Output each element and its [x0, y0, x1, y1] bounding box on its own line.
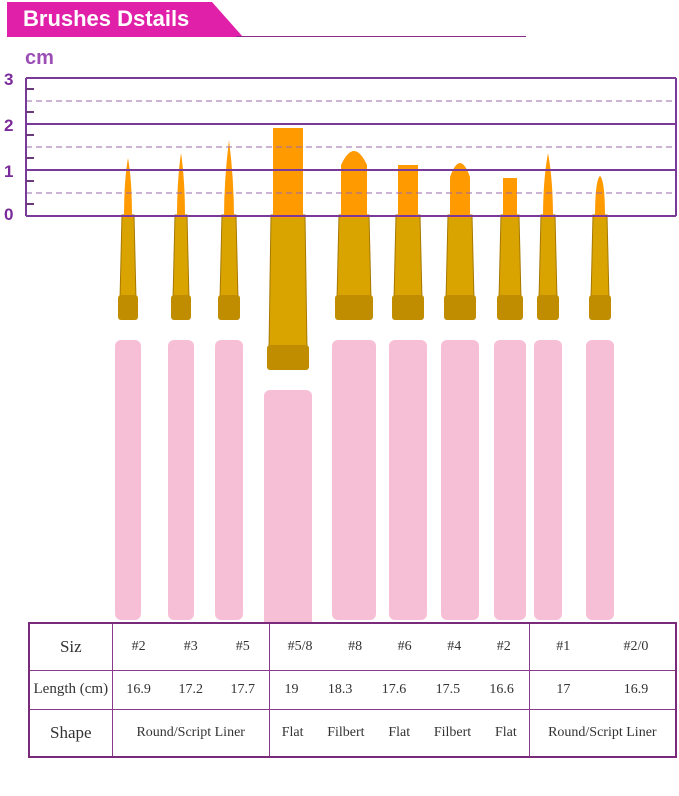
group-2-sizes: #1 #2/0: [528, 622, 677, 671]
group-0-sizes: #2 #3 #5: [111, 622, 270, 671]
size-cell: #5/8: [287, 638, 313, 654]
brush-bristles: [341, 151, 367, 218]
length-header: Length (cm): [28, 669, 113, 711]
group-0-shapes: Round/Script Liner: [111, 709, 270, 758]
table-row-length: Length (cm) 16.9 17.2 17.7 19 18.3 17.6 17.5 16.…: [28, 669, 677, 711]
brush-handle: [441, 340, 479, 620]
brush-crimp: [444, 295, 476, 320]
ruler-tick-0: 0: [4, 205, 14, 224]
brush-crimp: [218, 295, 240, 320]
length-cell: 17.7: [230, 681, 256, 697]
size-cell: #2: [496, 638, 511, 654]
brush-ferrule: [498, 214, 522, 301]
brush-bristles: [224, 140, 234, 218]
brush-bristles: [273, 128, 303, 218]
brush-illustration: [25, 77, 677, 622]
brush-bristles: [450, 163, 470, 218]
shape-cell: Round/Script Liner: [548, 725, 657, 741]
size-cell: #1: [556, 638, 571, 654]
brush-ferrule: [119, 214, 137, 301]
group-2-lengths: 17 16.9: [528, 669, 677, 711]
brush-crimp: [335, 295, 373, 320]
ruler-unit: cm: [25, 47, 54, 69]
ruler-tick-2: 2: [4, 116, 14, 135]
brush-bristles: [543, 153, 553, 218]
shape-header: Shape: [28, 709, 113, 758]
brush-handle: [534, 340, 562, 620]
brush-ferrule: [219, 214, 239, 301]
brush-bristles: [595, 176, 605, 218]
size-cell: #5: [235, 638, 250, 654]
brush-bristles: [124, 158, 132, 218]
brush-crimp: [589, 295, 611, 320]
group-1-shapes: Flat Filbert Flat Filbert Flat: [268, 709, 530, 758]
size-cell: #3: [183, 638, 198, 654]
brush-crimp: [497, 295, 523, 320]
ruler-tick-1: 1: [4, 162, 14, 181]
table-row-shape: Shape Round/Script Liner Flat Filbert Flat Fi…: [28, 709, 677, 758]
size-cell: #4: [447, 638, 462, 654]
brush-ferrule: [336, 214, 372, 301]
length-cell: 17.2: [178, 681, 203, 697]
brush-ferrule: [590, 214, 610, 301]
brush-handle: [389, 340, 427, 620]
brush-bristles: [177, 153, 185, 218]
banner-underline: [236, 36, 526, 37]
group-1-sizes: #5/8 #8 #6 #4 #2: [268, 622, 530, 671]
length-cell: 17: [556, 681, 571, 697]
brush-bristles: [503, 178, 517, 218]
brush-bristles: [398, 165, 418, 218]
brush-handle: [586, 340, 614, 620]
brush-crimp: [392, 295, 424, 320]
size-cell: #2: [131, 638, 146, 654]
shape-cell: Flat: [494, 725, 517, 741]
group-2-shapes: Round/Script Liner: [528, 709, 677, 758]
shape-cell: Flat: [388, 725, 411, 741]
brush-ferrule: [268, 214, 308, 351]
brush-handle: [264, 390, 312, 622]
shape-cell: Filbert: [327, 725, 365, 741]
length-cell: 17.5: [435, 681, 461, 697]
length-cell: 18.3: [327, 681, 353, 697]
brush-crimp: [267, 345, 309, 370]
shape-cell: Filbert: [433, 725, 472, 741]
title-banner: Brushes Dstails: [7, 2, 243, 37]
length-cell: 16.6: [489, 681, 514, 697]
size-cell: #6: [397, 638, 412, 654]
length-cell: 17.6: [381, 681, 407, 697]
banner-title: Brushes Dstails: [23, 6, 190, 31]
ruler-tick-3: 3: [4, 70, 14, 89]
table-row-size: Siz #2 #3 #5 #5/8 #8 #6 #4 #2 #1 #2/0: [28, 622, 677, 671]
brush-handle: [494, 340, 526, 620]
size-cell: #2/0: [623, 638, 649, 654]
size-header: Siz: [28, 622, 113, 671]
group-1-lengths: 19 18.3 17.6 17.5 16.6: [268, 669, 530, 711]
brush-spec-table: Siz #2 #3 #5 #5/8 #8 #6 #4 #2 #1 #2/0 Length (cm) 1…: [28, 622, 677, 758]
brush-handle: [215, 340, 243, 620]
shape-cell: Flat: [281, 725, 304, 741]
length-cell: 19: [284, 681, 299, 697]
shape-cell: Round/Script Liner: [136, 725, 245, 741]
size-cell: #8: [348, 638, 363, 654]
length-cell: 16.9: [126, 681, 151, 697]
group-0-lengths: 16.9 17.2 17.7: [111, 669, 270, 711]
brush-crimp: [118, 295, 138, 320]
brush-handle: [115, 340, 141, 620]
length-cell: 16.9: [623, 681, 649, 697]
brush-crimp: [171, 295, 191, 320]
brush-ferrule: [538, 214, 558, 301]
brush-ferrule: [393, 214, 423, 301]
brush-handle: [332, 340, 376, 620]
brush-crimp: [537, 295, 559, 320]
brush-ferrule: [172, 214, 190, 301]
brush-handle: [168, 340, 194, 620]
brush-ferrule: [445, 214, 475, 301]
